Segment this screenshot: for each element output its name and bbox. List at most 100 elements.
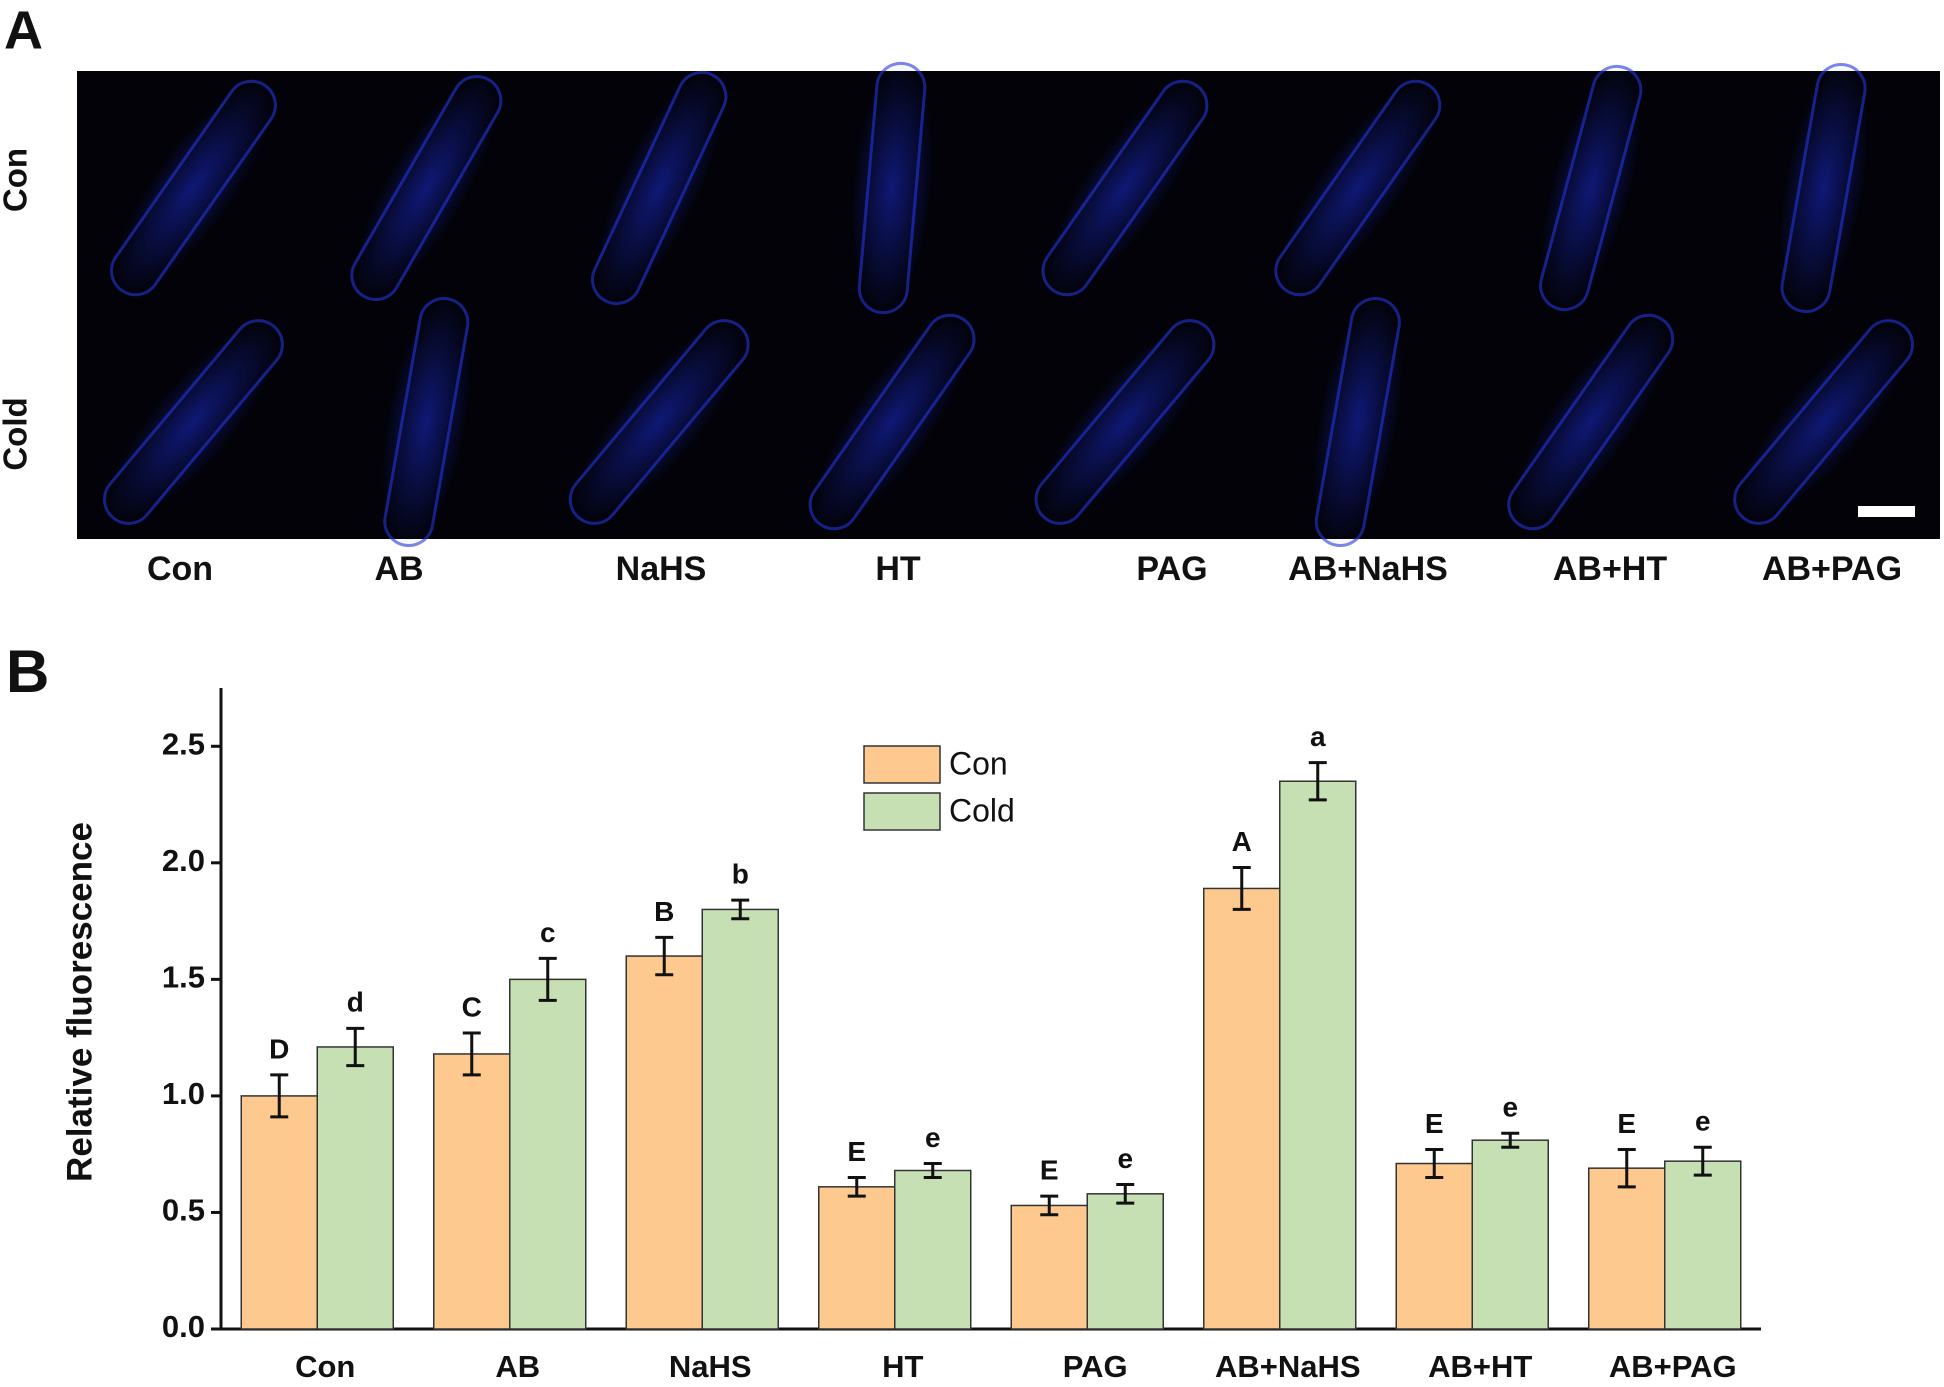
x-tick-label: AB+HT [1428,1349,1532,1384]
root-glow [570,319,749,525]
root-outline [1780,63,1867,313]
y-tick-label: 1.5 [162,960,205,995]
root-glow [1043,79,1207,297]
root-glow [1312,293,1404,551]
root [1733,319,1914,525]
root-glow [111,79,275,297]
root-glow [810,313,974,531]
significance-letter: E [847,1136,866,1167]
root [350,73,503,303]
x-tick-label: AB+NaHS [1215,1349,1361,1384]
root [1778,59,1869,317]
x-tick-label: PAG [1063,1349,1128,1384]
error-bar [1501,1131,1520,1149]
significance-letter: c [540,917,556,948]
error-bar [346,1026,365,1068]
legend-swatch [863,792,941,831]
bar [625,955,703,1330]
root-outline [1274,79,1442,297]
root-outline [1507,313,1675,531]
x-tick-label: AB [495,1349,540,1384]
error-bar [655,935,674,977]
column-label: AB+PAG [1762,550,1902,588]
error-bar [270,1073,289,1119]
column-label: AB+HT [1553,550,1668,588]
x-tick-label: Con [295,1349,355,1384]
row-label: Cold [0,397,34,470]
column-label: HT [875,550,921,588]
root-outline [1314,297,1401,547]
bar [818,1186,896,1330]
y-axis-label: Relative fluorescence [60,822,99,1182]
root-glow [380,293,472,551]
bar [316,1046,394,1330]
root [1274,79,1442,297]
root [110,79,277,297]
root-glow [1778,59,1869,317]
bar [509,978,587,1330]
root [568,319,750,525]
column-label: PAG [1136,550,1207,588]
significance-letter: a [1310,721,1326,752]
root [1507,313,1675,531]
root-outline [110,79,277,297]
micrograph-roots [103,58,1914,551]
bar [1395,1162,1473,1330]
root-outline [1539,64,1643,312]
bar [1010,1204,1088,1330]
bar [701,908,779,1330]
significance-letter: A [1232,826,1252,857]
legend-label: Con [949,745,1008,781]
root-outline [1041,79,1209,297]
root-outline [857,61,927,315]
y-tick-label: 0.5 [162,1193,205,1228]
root [1041,79,1209,297]
root-outline [591,70,728,306]
error-bar [1308,761,1327,802]
root-outline [808,313,976,531]
root-outline [568,319,750,525]
legend-label: Cold [949,792,1015,828]
significance-letter: B [654,896,674,927]
root [850,58,934,318]
significance-letter: d [347,987,364,1018]
bar [1086,1193,1164,1330]
significance-letter: e [1117,1143,1133,1174]
bar [1471,1139,1549,1330]
error-bar [1617,1148,1636,1189]
root-glow [1734,319,1913,525]
column-label: AB+NaHS [1288,550,1448,588]
root-glow [1035,319,1214,525]
y-tick-label: 2.5 [162,726,205,761]
legend-swatch [863,745,941,784]
bar [894,1169,972,1330]
root-outline [1733,319,1914,525]
significance-letter: e [925,1122,941,1153]
error-bar [1232,865,1251,911]
column-label: NaHS [616,550,707,588]
significance-letter: e [1502,1092,1518,1123]
root-glow [1539,62,1642,314]
column-label: AB [374,550,423,588]
error-bar [1425,1148,1444,1179]
error-bar [538,956,557,1002]
micrograph [77,71,1940,539]
bar [1279,780,1357,1330]
error-bar [1693,1145,1712,1177]
root-glow [1276,79,1440,297]
error-bar [462,1031,481,1077]
root-glow [1509,313,1673,531]
significance-letter: e [1695,1106,1711,1137]
y-tick-label: 2.0 [162,843,205,878]
bar [240,1095,318,1330]
significance-letter: C [462,991,482,1022]
error-bar [731,898,750,921]
significance-letter: E [1040,1155,1059,1186]
x-tick-label: NaHS [669,1349,752,1384]
root-outline [1034,319,1216,525]
column-label: Con [147,550,213,588]
root-outline [103,319,284,525]
bar [1203,887,1281,1330]
